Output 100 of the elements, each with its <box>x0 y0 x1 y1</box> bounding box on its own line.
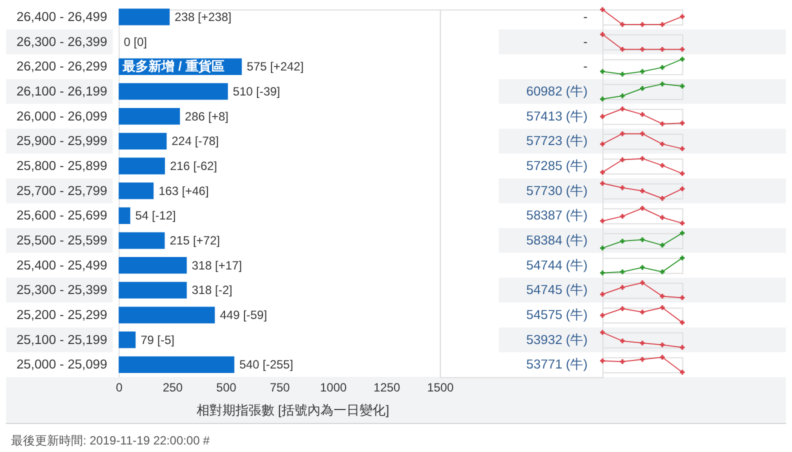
data-label: 286 [+8] <box>184 109 228 124</box>
x-tick-label: 1000 <box>320 380 347 395</box>
point <box>620 94 625 98</box>
point <box>620 157 625 162</box>
y-tick-label: 26,000 - 26,099 <box>16 108 108 124</box>
point <box>620 214 625 219</box>
text: - <box>583 8 588 24</box>
point <box>640 156 645 161</box>
y-tick-label: 26,300 - 26,399 <box>16 34 108 49</box>
point <box>680 256 685 260</box>
point <box>600 358 605 364</box>
point <box>640 265 645 270</box>
bar <box>118 356 234 374</box>
point <box>600 170 605 175</box>
point <box>620 285 625 290</box>
text: 54745 (牛) <box>526 282 588 298</box>
point <box>640 112 645 117</box>
point <box>620 185 625 190</box>
bar <box>118 232 165 249</box>
point <box>620 359 625 364</box>
x-tick-label: 1500 <box>427 380 454 395</box>
text: 60982 (牛) <box>526 83 588 98</box>
point <box>660 65 665 70</box>
point <box>640 206 645 211</box>
point <box>620 238 625 244</box>
data-label: 318 [-2] <box>192 283 232 298</box>
annotation: 最多新增 / 重貨區 <box>122 58 224 74</box>
point <box>600 96 605 102</box>
point <box>660 269 665 274</box>
data-label: 216 [-62] <box>170 158 218 173</box>
y-tick-label: 26,100 - 26,199 <box>16 83 108 98</box>
text: 54744 (牛) <box>526 257 588 272</box>
bar <box>118 108 180 125</box>
y-tick-label: 25,200 - 25,299 <box>16 307 108 322</box>
point <box>640 280 645 286</box>
y-tick-label: 25,000 - 25,099 <box>16 356 108 372</box>
point <box>620 306 625 311</box>
y-tick-label: 25,700 - 25,799 <box>16 182 108 198</box>
point <box>660 82 665 86</box>
bar <box>118 182 154 200</box>
y-tick-label: 26,400 - 26,499 <box>16 8 108 24</box>
y-tick-label: 25,400 - 25,499 <box>16 257 108 272</box>
point <box>660 242 665 248</box>
y-tick-label: 25,600 - 25,699 <box>16 208 108 223</box>
y-tick-label: 25,300 - 25,399 <box>16 282 108 298</box>
bar <box>118 257 187 274</box>
point <box>660 354 665 360</box>
data-label: 510 [-39] <box>232 84 280 98</box>
point <box>660 122 665 126</box>
x-tick-label: 500 <box>216 380 237 395</box>
point <box>600 69 605 74</box>
bar <box>118 8 170 26</box>
data-label: 79 [-5] <box>140 332 174 347</box>
y-tick-label: 25,500 - 25,599 <box>16 232 108 248</box>
data-label: 238 [+238] <box>174 10 232 24</box>
point <box>680 171 685 176</box>
data-label: 54 [-12] <box>135 208 176 223</box>
text: 57730 (牛) <box>526 182 588 198</box>
bar <box>118 83 228 100</box>
bar <box>118 282 187 299</box>
point <box>680 120 685 126</box>
point <box>660 196 665 201</box>
point <box>680 84 685 88</box>
point <box>600 181 605 186</box>
point <box>600 313 605 318</box>
text: 58387 (牛) <box>526 208 588 223</box>
point <box>600 218 605 224</box>
x-tick-label: 250 <box>162 380 184 395</box>
x-tick-label: 1250 <box>374 380 401 395</box>
point <box>660 163 665 168</box>
point <box>660 342 665 348</box>
point <box>620 338 625 344</box>
point <box>680 320 685 325</box>
point <box>640 86 645 91</box>
point <box>660 305 665 310</box>
data-label: 224 [-78] <box>172 134 219 148</box>
point <box>620 269 625 274</box>
point <box>600 330 605 335</box>
data-label: 0 [0] <box>124 34 147 49</box>
data-label: 540 [-255] <box>239 358 294 372</box>
point <box>620 72 625 77</box>
text: 57285 (牛) <box>526 158 588 173</box>
point <box>640 310 645 314</box>
x-tick-label: 0 <box>116 380 123 395</box>
text: 53932 (牛) <box>526 332 588 347</box>
point <box>600 246 605 250</box>
point <box>640 357 645 362</box>
y-tick-label: 25,800 - 25,899 <box>16 158 108 173</box>
bar <box>118 306 215 324</box>
y-tick-label: 25,100 - 25,199 <box>16 332 108 347</box>
text: 最後更新時間: 2019-11-19 22:00:00 # <box>10 433 210 448</box>
point <box>660 215 665 220</box>
point <box>640 69 645 74</box>
point <box>600 292 605 297</box>
text: - <box>583 58 588 74</box>
bar <box>118 158 165 174</box>
point <box>660 294 665 299</box>
point <box>600 114 605 119</box>
y-tick-label: 25,900 - 25,999 <box>16 133 108 148</box>
x-tick-label: 750 <box>270 380 290 395</box>
